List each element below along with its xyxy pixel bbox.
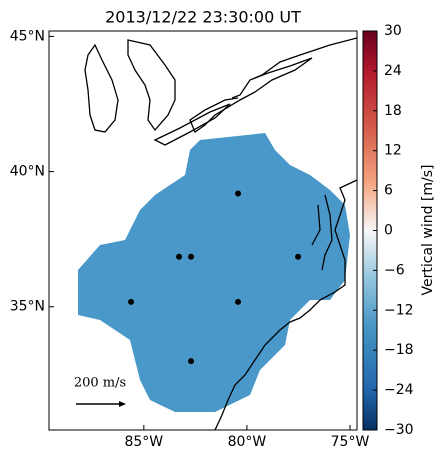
map-title: 2013/12/22 23:30:00 UT [105, 8, 301, 27]
colorbar-tick-label: −24 [384, 382, 414, 398]
x-tick-label: 85°W [124, 434, 163, 450]
colorbar-tick-label: −18 [384, 342, 414, 358]
lake-michigan [84, 43, 119, 133]
y-tick-label: 35°N [10, 299, 45, 315]
colorbar-tick-label: 0 [384, 223, 393, 239]
radar-site [235, 298, 242, 305]
scale-arrowhead [119, 401, 126, 407]
map-area [78, 37, 357, 430]
lake-huron [127, 39, 176, 132]
lake-erie [153, 103, 231, 146]
colorbar-label: Vertical wind [m/s] [420, 165, 436, 296]
radar-site [295, 253, 302, 260]
colorbar-tick-label: −6 [384, 262, 405, 278]
colorbar-tick-label: −12 [384, 302, 414, 318]
east-coast [214, 179, 357, 430]
map-frame [48, 30, 358, 431]
y-tick-label: 40°N [10, 164, 45, 180]
colorbar-tick-label: 12 [384, 143, 402, 159]
colorbar-tick-label: 18 [384, 103, 402, 119]
radar-site [128, 298, 135, 305]
radar-site [188, 358, 195, 365]
colorbar-tick-label: 24 [384, 63, 402, 79]
colorbar-tick-label: 6 [384, 183, 393, 199]
radar-site [235, 190, 242, 197]
y-tick-label: 45°N [10, 28, 45, 44]
coastline [189, 37, 357, 133]
x-tick-label: 75°W [331, 434, 370, 450]
x-tick-label: 80°W [228, 434, 267, 450]
colorbar-tick-label: 30 [384, 23, 402, 39]
radar-site [176, 253, 183, 260]
radar-site [188, 253, 195, 260]
wind-field [78, 133, 350, 412]
colorbar-tick-label: −30 [384, 422, 414, 438]
scale-label: 200 m/s [74, 376, 126, 391]
